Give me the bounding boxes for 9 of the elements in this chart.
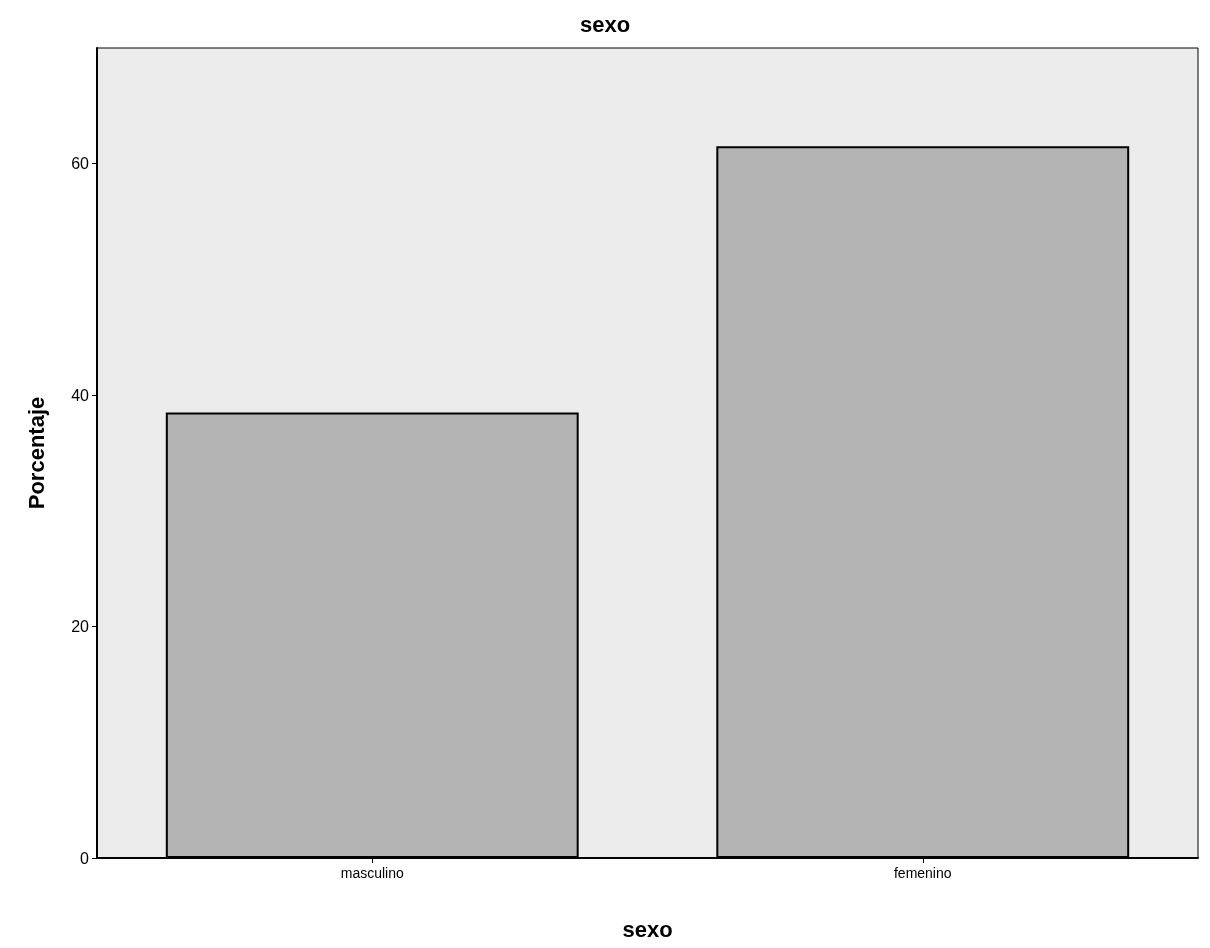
x-tick-label: masculino xyxy=(340,865,404,881)
y-tick-label: 20 xyxy=(71,618,90,636)
chart-title: sexo xyxy=(579,11,631,37)
x-tick-label: femenino xyxy=(893,865,952,881)
y-axis-title: Porcentaje xyxy=(23,396,49,510)
x-axis-title: sexo xyxy=(622,916,673,942)
y-tick-label: 60 xyxy=(71,155,90,173)
y-tick-label: 40 xyxy=(71,386,90,404)
y-tick-label: 0 xyxy=(80,849,90,867)
